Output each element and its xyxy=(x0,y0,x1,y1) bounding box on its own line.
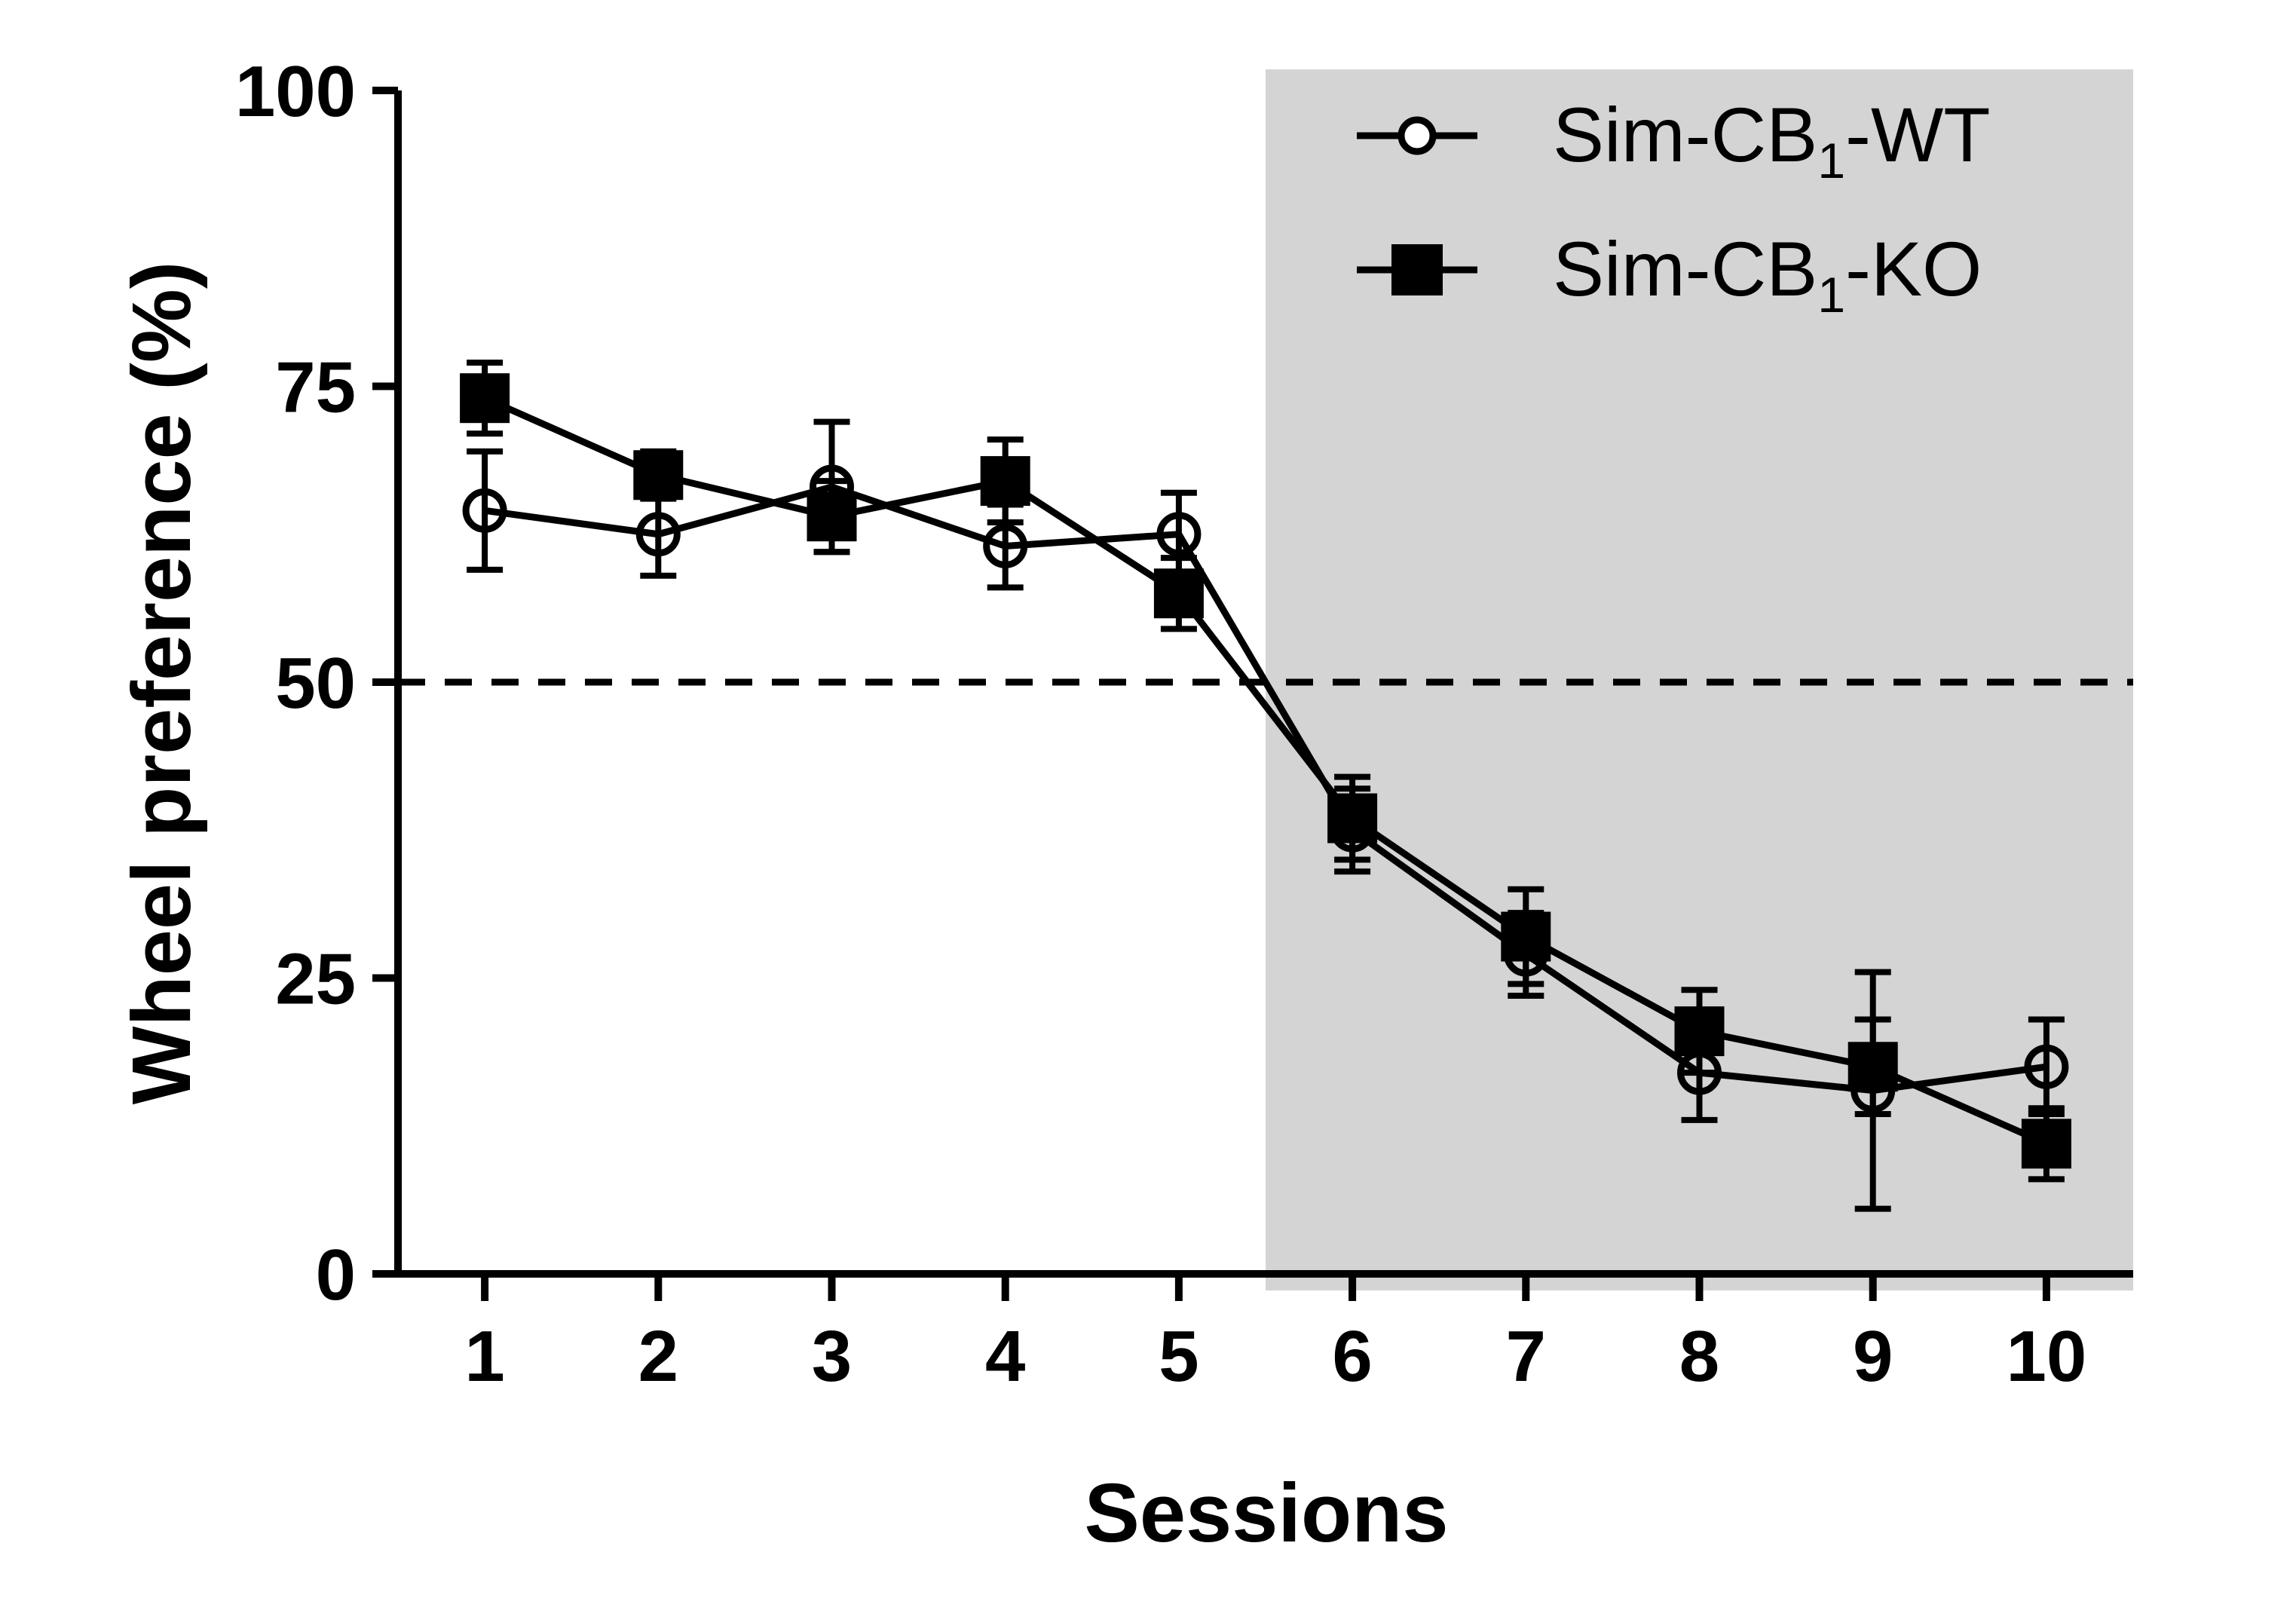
x-tick-label-2: 2 xyxy=(638,1316,678,1397)
legend-marker-ko xyxy=(1391,244,1443,295)
point-ko-session-1 xyxy=(460,373,510,424)
y-tick-label-75: 75 xyxy=(275,347,356,428)
y-tick-label-100: 100 xyxy=(235,51,356,132)
point-ko-session-8 xyxy=(1674,1006,1725,1057)
point-ko-session-4 xyxy=(980,456,1030,507)
y-tick-label-25: 25 xyxy=(275,939,356,1020)
tick-labels-layer: 0 25 50 75 100 1 2 3 4 5 6 7 8 9 10 xyxy=(235,51,2086,1397)
legend-label-wt-subscript: 1 xyxy=(1817,133,1845,188)
series-line-1 xyxy=(483,395,2048,1147)
x-axis-title: Sessions xyxy=(1084,1467,1448,1560)
legend-item-wt: Sim-CB1-WT xyxy=(1357,92,1991,188)
point-ko-session-3 xyxy=(807,491,857,542)
point-ko-session-5 xyxy=(1153,568,1204,619)
y-tick-label-0: 0 xyxy=(316,1235,356,1315)
x-tick-label-6: 6 xyxy=(1332,1316,1372,1397)
legend-label-ko-suffix: -KO xyxy=(1845,226,1982,312)
point-wt-session-2 xyxy=(635,512,681,557)
legend-label-wt: Sim-CB1-WT xyxy=(1553,92,1991,188)
legend-label-wt-suffix: -WT xyxy=(1845,92,1991,178)
y-axis-title: Wheel preference (%) xyxy=(115,262,208,1105)
x-tick-label-3: 3 xyxy=(812,1316,852,1397)
x-tick-label-7: 7 xyxy=(1506,1316,1546,1397)
legend-label-ko-name: Sim-CB xyxy=(1553,226,1817,312)
legend: Sim-CB1-WT Sim-CB1-KO xyxy=(1357,92,1991,323)
x-tick-label-5: 5 xyxy=(1159,1316,1199,1397)
point-ko-session-7 xyxy=(1501,911,1551,962)
x-tick-label-8: 8 xyxy=(1679,1316,1719,1397)
legend-label-ko-subscript: 1 xyxy=(1817,267,1845,323)
x-tick-label-4: 4 xyxy=(985,1316,1025,1397)
legend-marker-wt xyxy=(1397,116,1437,155)
point-wt-session-1 xyxy=(462,488,507,533)
y-tick-label-50: 50 xyxy=(275,643,356,724)
series-layer xyxy=(460,360,2071,1212)
axes-layer xyxy=(372,87,2133,1301)
point-wt-session-10 xyxy=(2024,1044,2069,1089)
legend-label-wt-name: Sim-CB xyxy=(1553,92,1817,178)
legend-label-ko: Sim-CB1-KO xyxy=(1553,226,1982,323)
series-line-0 xyxy=(484,483,2047,1094)
point-wt-session-5 xyxy=(1156,512,1202,557)
point-ko-session-10 xyxy=(2021,1119,2071,1169)
x-tick-label-10: 10 xyxy=(2007,1316,2087,1397)
point-wt-session-4 xyxy=(983,523,1028,568)
point-ko-session-2 xyxy=(633,450,684,501)
x-tick-label-1: 1 xyxy=(464,1316,504,1397)
point-ko-session-6 xyxy=(1327,793,1378,843)
legend-item-ko: Sim-CB1-KO xyxy=(1357,226,1982,323)
x-tick-label-9: 9 xyxy=(1853,1316,1893,1397)
point-ko-session-9 xyxy=(1848,1042,1898,1092)
series-ko xyxy=(460,360,2071,1183)
